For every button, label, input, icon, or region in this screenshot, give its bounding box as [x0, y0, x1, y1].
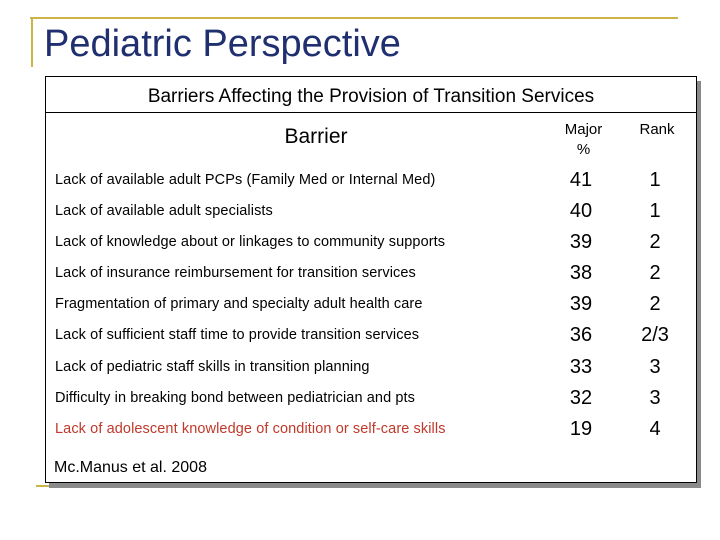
caption-divider — [46, 112, 696, 113]
header-major-percent: Major % — [551, 120, 616, 161]
rank-cell: 3 — [649, 356, 661, 378]
top-accent-rule — [30, 17, 678, 19]
major-percent-cell: 41 — [569, 169, 593, 191]
rank-cell: 2/3 — [641, 324, 669, 346]
table-row: Fragmentation of primary and specialty a… — [46, 293, 696, 324]
table-row: Lack of sufficient staff time to provide… — [46, 324, 696, 355]
table-row: Lack of knowledge about or linkages to c… — [46, 231, 696, 262]
barrier-cell: Lack of pediatric staff skills in transi… — [55, 359, 370, 375]
slide-title: Pediatric Perspective — [44, 23, 401, 65]
rank-cell: 1 — [649, 169, 661, 191]
rank-cell: 1 — [649, 200, 661, 222]
major-percent-cell: 32 — [569, 387, 593, 409]
header-barrier: Barrier — [284, 125, 348, 148]
major-percent-cell: 39 — [569, 231, 593, 253]
rank-cell: 2 — [649, 231, 661, 253]
rank-cell: 4 — [649, 418, 661, 440]
table-row: Difficulty in breaking bond between pedi… — [46, 387, 696, 418]
major-percent-cell: 40 — [569, 200, 593, 222]
barriers-table: Barriers Affecting the Provision of Tran… — [45, 76, 697, 483]
table-row: Lack of adolescent knowledge of conditio… — [46, 418, 696, 449]
header-rank: Rank — [639, 121, 675, 138]
major-percent-cell: 39 — [569, 293, 593, 315]
table-caption: Barriers Affecting the Provision of Tran… — [147, 86, 595, 107]
barrier-cell: Lack of insurance reimbursement for tran… — [55, 265, 416, 281]
major-percent-cell: 38 — [569, 262, 593, 284]
rank-cell: 2 — [649, 293, 661, 315]
major-percent-cell: 36 — [569, 324, 593, 346]
bottom-accent-rule — [36, 485, 678, 487]
barrier-cell: Lack of sufficient staff time to provide… — [55, 327, 420, 343]
header-percent-label: % — [576, 141, 591, 159]
table-row: Lack of available adult specialists 40 1 — [46, 200, 696, 231]
barrier-cell: Lack of available adult PCPs (Family Med… — [55, 172, 436, 188]
barrier-cell: Fragmentation of primary and specialty a… — [55, 296, 423, 312]
table-row: Lack of pediatric staff skills in transi… — [46, 356, 696, 387]
barrier-cell: Difficulty in breaking bond between pedi… — [55, 390, 415, 406]
table-row: Lack of available adult PCPs (Family Med… — [46, 169, 696, 200]
barrier-cell: Lack of adolescent knowledge of conditio… — [55, 421, 446, 437]
rank-cell: 3 — [649, 387, 661, 409]
left-accent-rule — [31, 17, 33, 67]
citation: Mc.Manus et al. 2008 — [54, 459, 207, 476]
table-row: Lack of insurance reimbursement for tran… — [46, 262, 696, 293]
major-percent-cell: 33 — [569, 356, 593, 378]
major-percent-cell: 19 — [569, 418, 593, 440]
barrier-cell: Lack of available adult specialists — [55, 203, 273, 219]
barrier-cell: Lack of knowledge about or linkages to c… — [55, 234, 446, 250]
rank-cell: 2 — [649, 262, 661, 284]
header-major-label: Major — [564, 121, 603, 138]
